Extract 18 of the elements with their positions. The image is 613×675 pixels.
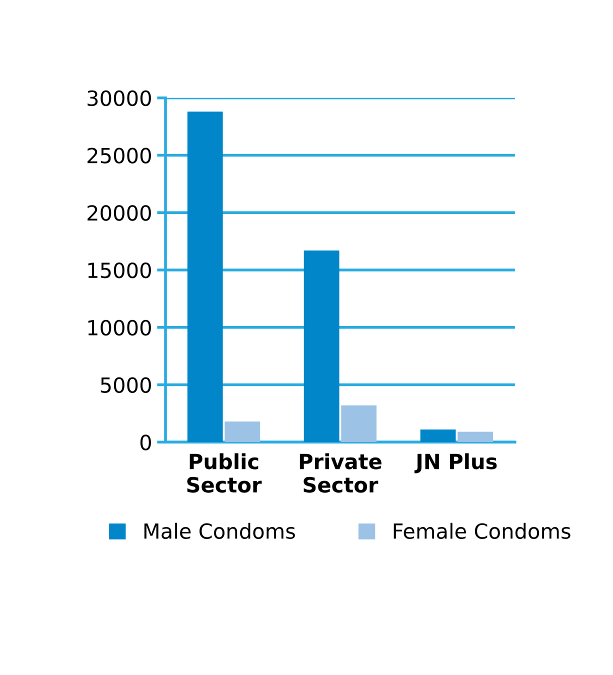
x-tick-label: JN Plus <box>414 453 497 474</box>
y-tick-label: 20000 <box>88 205 151 221</box>
bar <box>420 430 456 442</box>
x-tick-label: Public Sector <box>187 453 262 493</box>
y-tick-label: 25000 <box>88 148 151 164</box>
y-tick-label: 5000 <box>100 377 151 393</box>
y-tick-label: 0 <box>140 434 151 450</box>
bar <box>224 421 260 442</box>
bar <box>341 405 377 442</box>
bar <box>187 112 223 442</box>
legend-label: Male Condoms <box>144 522 295 539</box>
y-tick-label: 30000 <box>88 90 151 106</box>
bar <box>458 432 494 442</box>
x-tick-label: Private Sector <box>300 453 382 493</box>
y-tick-label: 10000 <box>88 320 151 336</box>
bar <box>304 250 340 442</box>
y-tick-label: 15000 <box>88 262 151 278</box>
legend-label: Female Condoms <box>394 522 570 539</box>
